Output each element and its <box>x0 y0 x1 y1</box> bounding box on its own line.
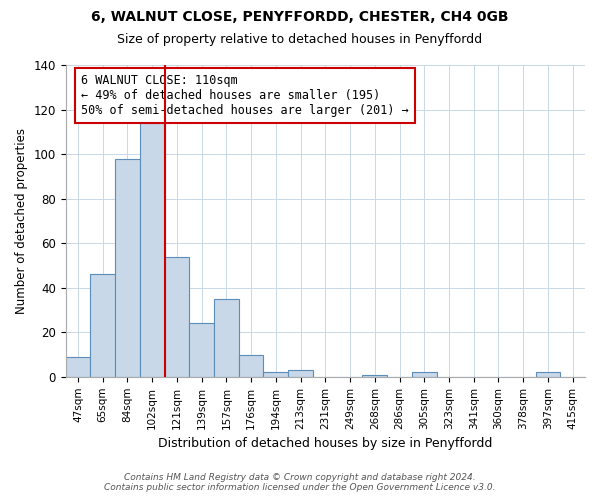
Bar <box>140 123 164 377</box>
Bar <box>288 370 313 377</box>
X-axis label: Distribution of detached houses by size in Penyffordd: Distribution of detached houses by size … <box>158 437 493 450</box>
Bar <box>164 256 190 377</box>
Bar <box>263 372 288 377</box>
Bar <box>91 274 115 377</box>
Text: 6 WALNUT CLOSE: 110sqm
← 49% of detached houses are smaller (195)
50% of semi-de: 6 WALNUT CLOSE: 110sqm ← 49% of detached… <box>81 74 409 118</box>
Y-axis label: Number of detached properties: Number of detached properties <box>15 128 28 314</box>
Text: Size of property relative to detached houses in Penyffordd: Size of property relative to detached ho… <box>118 32 482 46</box>
Bar <box>412 372 437 377</box>
Bar <box>536 372 560 377</box>
Bar <box>65 357 91 377</box>
Bar <box>115 158 140 377</box>
Text: Contains HM Land Registry data © Crown copyright and database right 2024.
Contai: Contains HM Land Registry data © Crown c… <box>104 473 496 492</box>
Bar <box>239 354 263 377</box>
Bar <box>362 374 387 377</box>
Bar <box>190 324 214 377</box>
Text: 6, WALNUT CLOSE, PENYFFORDD, CHESTER, CH4 0GB: 6, WALNUT CLOSE, PENYFFORDD, CHESTER, CH… <box>91 10 509 24</box>
Bar <box>214 299 239 377</box>
